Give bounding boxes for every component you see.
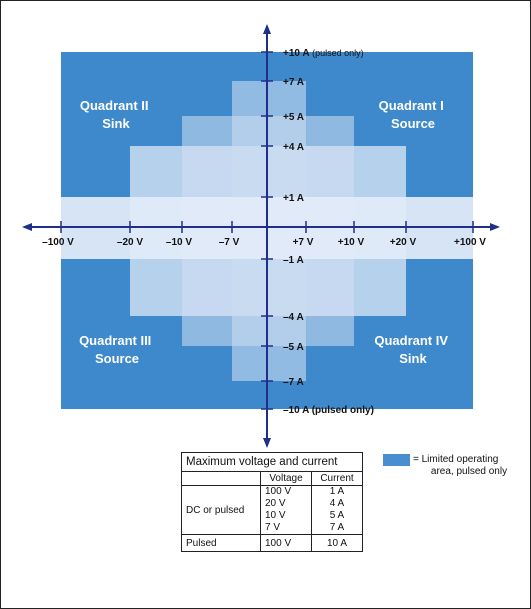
y-label-p10: +10 A (pulsed only) bbox=[283, 48, 364, 59]
x-label-p7: +7 V bbox=[293, 237, 314, 248]
y-label-m1: –1 A bbox=[283, 255, 304, 266]
x-label-m20: –20 V bbox=[117, 237, 143, 248]
table-header-blank bbox=[181, 471, 261, 486]
current-value: 7 A bbox=[329, 522, 345, 533]
current-cell-dc: 1 A 4 A 5 A 7 A bbox=[311, 485, 363, 535]
y-label-m4: –4 A bbox=[283, 312, 304, 323]
quadrant-iii-label: Quadrant III Source bbox=[79, 333, 155, 366]
voltage-value: 7 V bbox=[265, 522, 281, 533]
x-label-m100: –100 V bbox=[42, 237, 74, 248]
table-header-current: Current bbox=[311, 471, 363, 486]
legend-text: = Limited operating area, pulsed only bbox=[413, 454, 525, 478]
current-value: 4 A bbox=[329, 498, 345, 509]
quadrant-iv-label: Quadrant IV Sink bbox=[374, 333, 451, 366]
y-label-p7: +7 A bbox=[283, 77, 304, 88]
quadrant-ii-label: Quadrant II Sink bbox=[80, 98, 152, 131]
x-label-m7: –7 V bbox=[219, 237, 240, 248]
voltage-cell-dc: 100 V 20 V 10 V 7 V bbox=[260, 485, 312, 535]
row-label-pulsed: Pulsed bbox=[181, 534, 261, 552]
voltage-value: 100 V bbox=[265, 486, 292, 497]
x-label-p10: +10 V bbox=[338, 237, 365, 248]
x-label-p100: +100 V bbox=[454, 237, 486, 248]
legend-swatch bbox=[383, 454, 410, 466]
legend-line-1: = Limited operating bbox=[413, 454, 499, 465]
voltage-value: 20 V bbox=[265, 498, 286, 509]
quadrant-i-label: Quadrant I Source bbox=[379, 98, 448, 131]
table-row: DC or pulsed 100 V 20 V 10 V 7 V 1 A 4 A… bbox=[181, 485, 363, 535]
table-header-voltage: Voltage bbox=[260, 471, 312, 486]
y-label-p4: +4 A bbox=[283, 142, 304, 153]
x-label-m10: –10 V bbox=[166, 237, 192, 248]
y-label-m7: –7 A bbox=[283, 377, 304, 388]
legend-line-2: area, pulsed only bbox=[430, 466, 508, 477]
y-label-m10: –10 A (pulsed only) bbox=[283, 405, 374, 416]
row-label-dc-or-pulsed: DC or pulsed bbox=[181, 485, 261, 535]
current-value: 1 A bbox=[329, 486, 345, 497]
max-voltage-current-table: Maximum voltage and current Voltage Curr… bbox=[181, 452, 363, 552]
y-label-p1: +1 A bbox=[283, 193, 304, 204]
current-value: 5 A bbox=[329, 510, 345, 521]
current-cell-pulsed: 10 A bbox=[311, 534, 363, 552]
table-title: Maximum voltage and current bbox=[181, 452, 363, 472]
voltage-value: 10 V bbox=[265, 510, 286, 521]
y-label-m5: –5 A bbox=[283, 342, 304, 353]
voltage-cell-pulsed: 100 V bbox=[260, 534, 312, 552]
y-label-p5: +5 A bbox=[283, 112, 304, 123]
table-row: Pulsed 100 V 10 A bbox=[181, 534, 363, 552]
x-label-p20: +20 V bbox=[390, 237, 417, 248]
